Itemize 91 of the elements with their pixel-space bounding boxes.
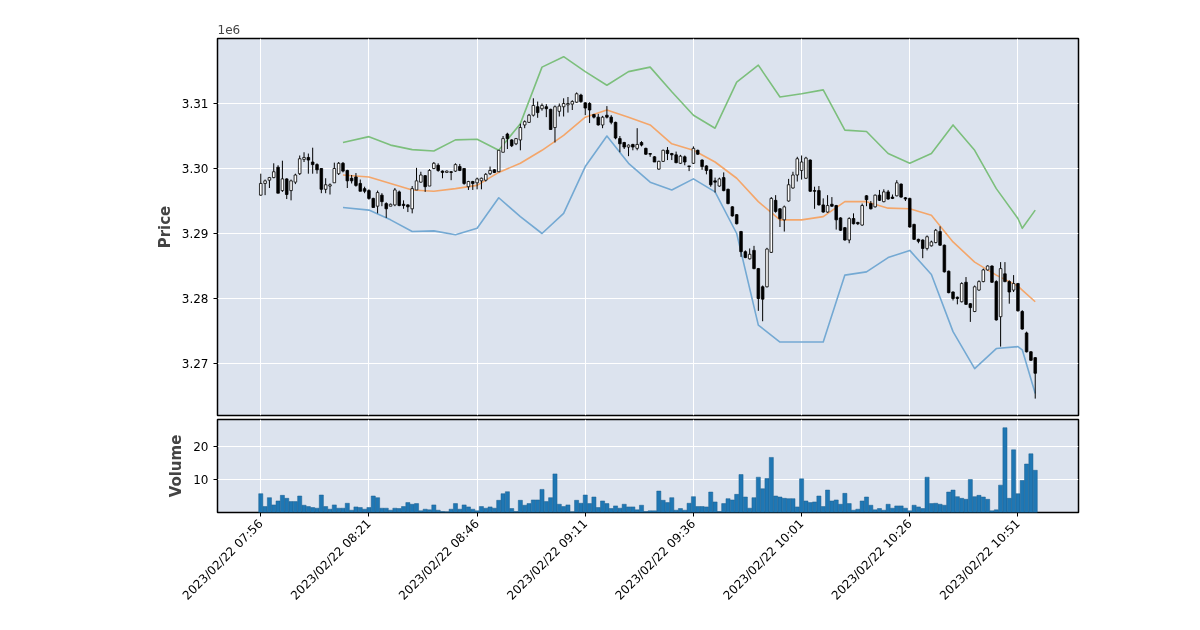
bar (340, 507, 346, 513)
bar (327, 508, 333, 513)
y-tick-label: 3.28 (181, 292, 209, 306)
candlestick (280, 160, 285, 193)
bar (582, 494, 588, 513)
candlestick (860, 203, 864, 227)
candlestick (834, 204, 838, 231)
bar (405, 502, 411, 513)
bar (885, 504, 891, 513)
candlestick (587, 101, 592, 124)
bar (353, 506, 359, 513)
bar (985, 499, 990, 513)
bar (297, 495, 303, 513)
bar (656, 490, 662, 513)
bar (872, 509, 878, 513)
bar (539, 489, 545, 513)
line-series (342, 135, 1037, 395)
y-tick-label: 20 (193, 440, 209, 455)
bar (898, 505, 904, 513)
bar (357, 507, 363, 513)
candlestick (739, 230, 743, 258)
bar (344, 503, 350, 513)
bar (431, 504, 437, 513)
bar (422, 508, 428, 513)
candlestick (328, 182, 332, 195)
candlestick (687, 165, 691, 172)
y-tick-label: 3.29 (181, 227, 209, 241)
bar (699, 506, 705, 513)
bar (375, 497, 380, 513)
bar (288, 501, 294, 513)
candlestick (306, 153, 311, 175)
candlestick (380, 192, 384, 207)
bar (976, 495, 982, 513)
bar (258, 493, 264, 513)
bar (859, 500, 865, 513)
y-axis-title: Price (155, 205, 174, 249)
bar (924, 476, 930, 513)
bar (777, 496, 783, 513)
candlestick (375, 190, 380, 214)
bar (392, 507, 398, 513)
bar (825, 489, 830, 513)
line-series (342, 55, 1037, 230)
candlestick (310, 147, 315, 175)
bar (842, 493, 848, 513)
bar (461, 504, 467, 513)
candlestick (786, 178, 791, 203)
bar (552, 473, 558, 513)
bar (708, 491, 714, 513)
bar (894, 505, 900, 513)
bar (613, 505, 618, 513)
bar (833, 499, 839, 513)
bar (630, 506, 636, 513)
candlestick (518, 123, 523, 151)
bar (816, 495, 822, 513)
candlestick (298, 155, 302, 176)
candlestick (332, 162, 337, 184)
bar (591, 496, 597, 513)
bar (500, 493, 506, 513)
bar (370, 495, 376, 513)
y-tick-label: 3.30 (181, 162, 209, 176)
bar (725, 498, 731, 513)
bar (1028, 453, 1034, 513)
bar (950, 489, 956, 513)
bar (738, 474, 744, 513)
y-tick-label: 3.31 (181, 97, 209, 111)
y-tick-label: 10 (193, 473, 209, 488)
bar (669, 497, 675, 513)
bar (634, 509, 640, 513)
candlestick (964, 276, 968, 306)
y-axis-title: Volume (167, 434, 186, 498)
candlestick (263, 179, 267, 196)
bar (911, 504, 917, 513)
bar (487, 506, 493, 513)
bar (565, 504, 571, 513)
candlestick (782, 205, 786, 233)
y-tick-label: 3.27 (181, 357, 209, 371)
candlestick (635, 127, 639, 151)
text: 1e6 (217, 22, 241, 37)
bar (1002, 427, 1008, 513)
candlestick (847, 216, 851, 244)
bar (790, 498, 796, 513)
bar (526, 503, 532, 513)
candlestick (799, 155, 804, 181)
bar (937, 504, 943, 513)
bar (409, 504, 415, 513)
candlestick (566, 96, 570, 114)
line-series (342, 109, 1037, 303)
candlestick (475, 177, 479, 190)
bar (1011, 449, 1016, 513)
bar (604, 503, 610, 513)
bar (621, 504, 627, 513)
